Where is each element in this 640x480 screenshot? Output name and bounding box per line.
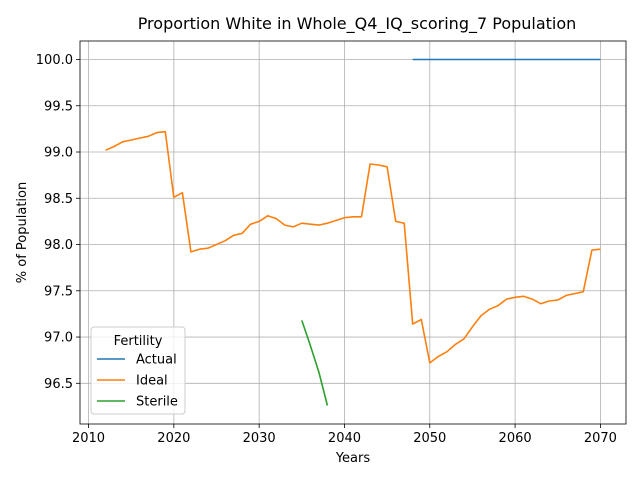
y-tick-label: 96.5 bbox=[44, 377, 73, 392]
y-tick-label: 98.5 bbox=[44, 192, 73, 207]
legend-box bbox=[90, 326, 186, 415]
legend: Fertility Actual Ideal Sterile bbox=[90, 326, 186, 415]
chart-title: Proportion White in Whole_Q4_IQ_scoring_… bbox=[138, 14, 577, 34]
y-tick-label: 99.0 bbox=[44, 146, 73, 161]
x-tick-label: 2050 bbox=[413, 431, 446, 446]
series-line-sterile bbox=[301, 320, 329, 406]
plot-area-frame bbox=[79, 40, 627, 425]
x-tick-label: 2040 bbox=[328, 431, 361, 446]
x-tick-label: 2070 bbox=[584, 431, 617, 446]
legend-items: Actual Ideal Sterile bbox=[97, 353, 178, 410]
y-axis: 96.5 97.0 97.5 98.0 98.5 99.0 99.5 100.0 bbox=[36, 53, 80, 392]
legend-label-ideal: Ideal bbox=[136, 374, 168, 389]
x-axis-label: Years bbox=[335, 451, 371, 466]
x-tick-label: 2010 bbox=[72, 431, 105, 446]
legend-title: Fertility bbox=[114, 334, 163, 349]
legend-label-actual: Actual bbox=[136, 353, 177, 368]
y-axis-label: % of Population bbox=[15, 182, 30, 283]
x-axis: 2010 2020 2030 2040 2050 2060 2070 bbox=[72, 424, 617, 446]
x-tick-label: 2060 bbox=[499, 431, 532, 446]
y-tick-label: 99.5 bbox=[44, 99, 73, 114]
legend-label-sterile: Sterile bbox=[136, 395, 178, 410]
y-tick-label: 97.0 bbox=[44, 331, 73, 346]
y-tick-label: 97.5 bbox=[44, 284, 73, 299]
x-tick-label: 2030 bbox=[243, 431, 276, 446]
series-lines bbox=[105, 58, 601, 406]
series-line-ideal bbox=[105, 130, 601, 364]
y-tick-label: 98.0 bbox=[44, 238, 73, 253]
x-tick-label: 2020 bbox=[157, 431, 190, 446]
y-tick-label: 100.0 bbox=[36, 53, 73, 68]
